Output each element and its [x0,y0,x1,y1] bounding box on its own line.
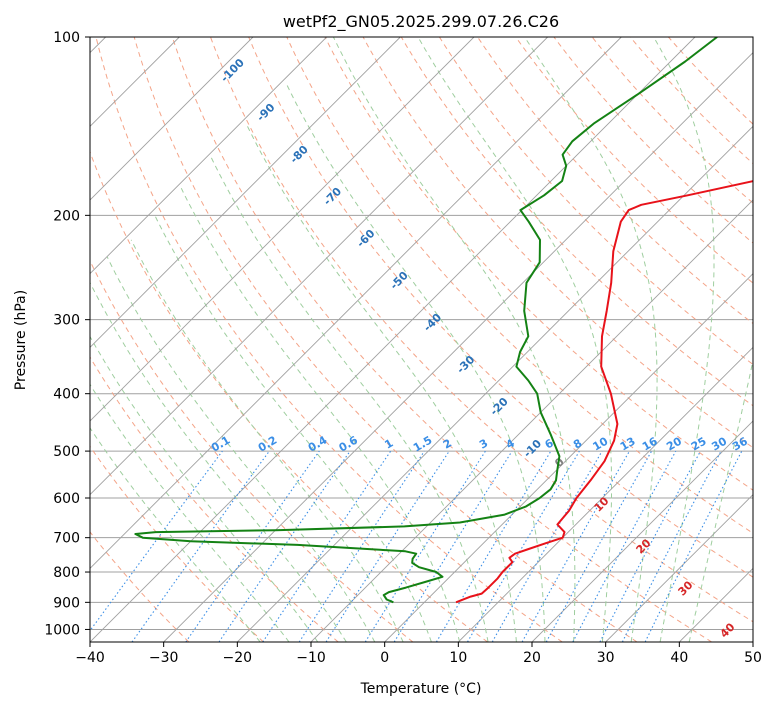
isotherm-line [753,37,775,642]
y-tick-label: 300 [53,313,80,329]
x-axis-label: Temperature (°C) [360,681,482,697]
moist-adiabat [418,37,612,642]
mixing-ratio-label: 2 [441,437,454,452]
y-tick-label: 400 [53,387,80,403]
dry-adiabat [58,37,488,642]
y-tick-label: 200 [53,208,80,224]
y-tick-label: 800 [53,565,80,581]
moist-adiabat [689,37,775,642]
isotherm-line [0,37,548,642]
y-tick-label: 100 [53,30,80,46]
x-tick-label: 10 [449,650,467,666]
dry-adiabat-label: -90 [254,101,277,124]
dry-adiabat-label: -10 [521,437,544,460]
isotherm-line [164,37,769,642]
isotherm-line [0,37,400,642]
dry-adiabat-label: -100 [218,56,247,85]
dry-adiabat-label: -50 [388,269,411,292]
x-tick-label: 20 [523,650,541,666]
x-tick-label: −30 [149,650,179,666]
x-tick-label: 50 [744,650,762,666]
dry-adiabat-label: -40 [421,311,444,334]
moist-adiabat [654,37,714,642]
y-tick-label: 1000 [44,622,80,638]
y-axis-ticks: 100 200 300 400 500 600 700 800 900 1000 [44,30,90,638]
isotherm-line [385,37,775,642]
wetbulb-label: 30 [676,578,696,598]
dry-adiabat-label: -60 [354,227,377,250]
x-tick-label: 0 [380,650,389,666]
mixing-ratio-label: 3 [477,437,490,452]
isotherm-line [0,37,327,642]
moist-adiabat [286,84,545,642]
wetbulb-label: 40 [718,620,738,640]
x-axis-ticks: −40 −30 −20 −10 0 10 20 30 40 50 [75,642,762,666]
dry-adiabat [0,37,264,642]
chart-title: wetPf2_GN05.2025.299.07.26.C26 [283,12,559,32]
dry-adiabat [134,37,637,642]
x-tick-label: −40 [75,650,105,666]
y-tick-label: 700 [53,531,80,547]
isotherm-line [16,37,621,642]
dry-adiabat [96,37,562,642]
dry-adiabat [554,37,775,642]
mixing-ratio-line [326,451,449,642]
mixing-ratio-line [82,451,223,642]
wetbulb-label: 20 [634,536,654,556]
isotherm-line [532,37,775,642]
mixing-ratio-label: 4 [504,436,517,451]
mixing-ratio-line [365,451,485,642]
dry-adiabat [0,37,338,642]
y-tick-label: 600 [53,491,80,507]
y-tick-label: 900 [53,595,80,611]
isotherm-line [237,37,775,642]
dry-adiabat [668,37,775,642]
moist-adiabat [211,158,488,642]
isotherm-line [679,37,775,642]
y-tick-label: 500 [53,444,80,460]
x-tick-label: −20 [223,650,253,666]
dry-adiabat-label: -30 [454,353,477,376]
mixing-ratio-line [573,451,676,642]
moist-adiabat [88,278,347,642]
dry-adiabat [592,37,775,642]
dry-adiabat-labels: -100-90-80-70-60-50-40-30-20-10 [218,56,544,460]
x-tick-label: 30 [597,650,615,666]
x-tick-label: 40 [670,650,688,666]
y-axis-label: Pressure (hPa) [13,290,29,390]
x-tick-label: −10 [296,650,326,666]
isotherm-line [458,37,775,642]
dry-adiabat [20,37,413,642]
isotherm-line [311,37,775,642]
